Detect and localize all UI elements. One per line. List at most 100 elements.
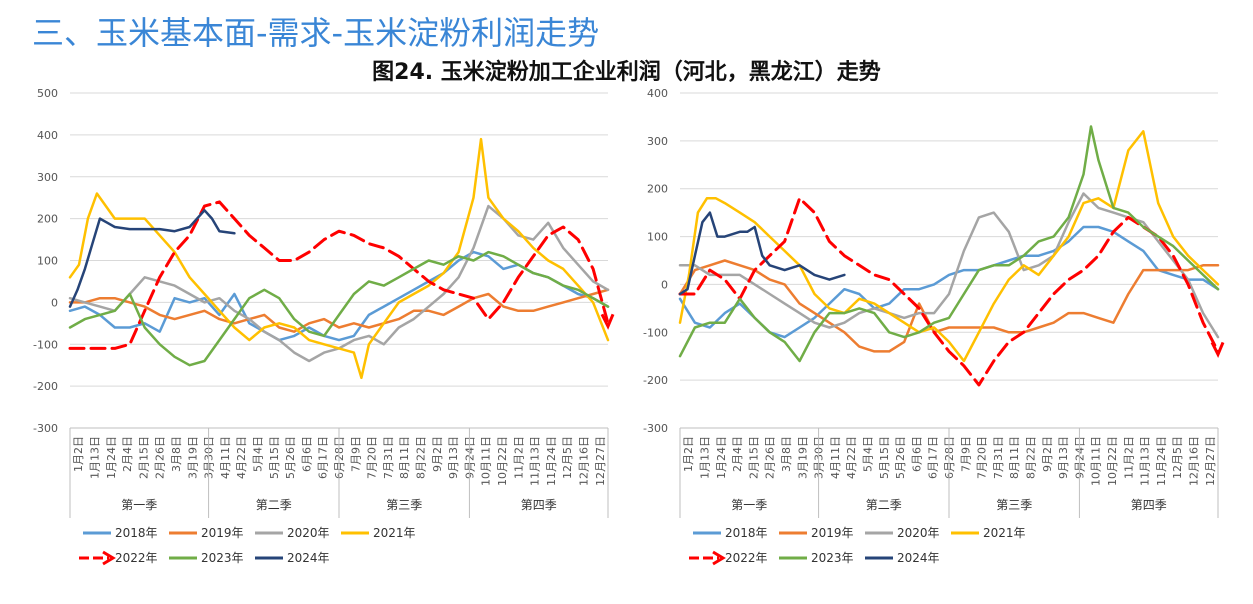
x-tick-label: 6月17日	[927, 436, 940, 479]
x-tick-label: 6月6日	[910, 436, 923, 472]
x-tick-label: 7月31日	[382, 436, 395, 479]
chart-hebei: 500 400 300 200 100 0 -100 -200 -300 1月2日 1月13日 1月2…	[33, 87, 615, 566]
x-tick-label: 5月26日	[284, 436, 297, 479]
x-tick-label: 1月13日	[88, 436, 101, 479]
x-tick-label: 9月13日	[1057, 436, 1070, 479]
x-tick-label: 3月8日	[170, 436, 183, 472]
legend-label: 2018年	[115, 526, 158, 540]
y-tick-label: 400	[37, 129, 58, 142]
x-tick-label: 3月8日	[780, 436, 793, 472]
x-tick-label: 12月5日	[561, 436, 574, 479]
x-tick-label: 7月20日	[366, 436, 379, 479]
x-tick-label: 9月13日	[447, 436, 460, 479]
slide-title: 三、玉米基本面-需求-玉米淀粉利润走势	[32, 14, 600, 52]
x-tick-label: 10月11日	[1090, 436, 1103, 486]
x-tick-label: 4月11日	[219, 436, 232, 479]
x-tick-label: 11月2日	[512, 436, 525, 479]
series-line-2021年	[68, 137, 610, 380]
x-tick-label: 1月2日	[72, 436, 85, 472]
quarter-label: 第四季	[521, 498, 557, 512]
x-tick-label: 1月24日	[715, 436, 728, 479]
x-tick-label: 12月27日	[594, 436, 607, 486]
series-line-2023年	[678, 125, 1220, 363]
series-line-2023年	[68, 250, 610, 367]
x-tick-label: 10月11日	[480, 436, 493, 486]
x-tick-label: 11月13日	[529, 436, 542, 486]
x-tick-label: 2月4日	[731, 436, 744, 472]
x-tick-label: 1月2日	[682, 436, 695, 472]
x-tick-label: 3月19日	[186, 436, 199, 479]
x-tick-label: 8月22日	[415, 436, 428, 479]
x-tick-label: 1月13日	[698, 436, 711, 479]
series-line-2021年	[678, 130, 1220, 363]
legend-label: 2021年	[373, 526, 416, 540]
quarter-label: 第二季	[866, 498, 902, 512]
x-tick-label: 4月11日	[829, 436, 842, 479]
y-tick-label: 300	[37, 171, 58, 184]
x-tick-label: 11月13日	[1139, 436, 1152, 486]
y-tick-label: 500	[37, 87, 58, 100]
series-line-2022年	[678, 196, 1220, 387]
series-line-2019年	[68, 288, 610, 333]
x-tick-label: 7月20日	[976, 436, 989, 479]
x-tick-label: 5月4日	[251, 436, 264, 472]
x-tick-label: 2月15日	[747, 436, 760, 479]
x-tick-label: 5月26日	[894, 436, 907, 479]
x-tick-label: 2月26日	[764, 436, 777, 479]
x-tick-label: 3月19日	[796, 436, 809, 479]
quarter-label: 第二季	[256, 498, 292, 512]
legend-label: 2023年	[201, 551, 244, 565]
x-tick-label: 5月15日	[268, 436, 281, 479]
x-tick-label: 12月5日	[1171, 436, 1184, 479]
x-tick-label: 8月11日	[398, 436, 411, 479]
series-line-2024年	[68, 209, 236, 308]
x-tick-label: 2月26日	[154, 436, 167, 479]
y-tick-label: 0	[51, 296, 58, 309]
x-tick-label: 2月15日	[137, 436, 150, 479]
series-line-2018年	[678, 225, 1220, 339]
legend-label: 2019年	[811, 526, 854, 540]
x-tick-label: 5月4日	[861, 436, 874, 472]
x-tick-label: 12月27日	[1204, 436, 1217, 486]
y-tick-label: 100	[37, 255, 58, 268]
legend-label: 2021年	[983, 526, 1026, 540]
x-tick-label: 12月16日	[1188, 436, 1201, 486]
legend-label: 2024年	[897, 551, 940, 565]
y-tick-label: -100	[33, 338, 58, 351]
legend-label: 2022年	[115, 551, 158, 565]
legend-label: 2018年	[725, 526, 768, 540]
y-tick-label: 400	[647, 87, 668, 100]
legend-label: 2024年	[287, 551, 330, 565]
quarter-label: 第一季	[121, 498, 157, 512]
x-tick-label: 10月22日	[496, 436, 509, 486]
arrow-head	[1210, 341, 1225, 359]
series-line-2019年	[678, 259, 1220, 353]
legend-arrow	[102, 550, 116, 566]
x-tick-label: 7月9日	[959, 436, 972, 472]
x-tick-label: 4月22日	[235, 436, 248, 479]
legend-label: 2022年	[725, 551, 768, 565]
x-tick-label: 7月9日	[349, 436, 362, 472]
y-tick-label: -300	[33, 422, 58, 435]
legend-label: 2020年	[287, 526, 330, 540]
x-tick-label: 4月22日	[845, 436, 858, 479]
y-tick-label: 100	[647, 231, 668, 244]
figure-title: 图24. 玉米淀粉加工企业利润（河北，黑龙江）走势	[372, 60, 881, 85]
x-tick-label: 11月24日	[1155, 436, 1168, 486]
x-tick-label: 8月11日	[1008, 436, 1021, 479]
x-tick-label: 11月2日	[1122, 436, 1135, 479]
y-tick-label: -200	[643, 374, 668, 387]
x-tick-label: 9月2日	[1041, 436, 1054, 472]
legend-label: 2023年	[811, 551, 854, 565]
x-tick-label: 9月2日	[431, 436, 444, 472]
legend-label: 2020年	[897, 526, 940, 540]
legend-arrow	[712, 550, 726, 566]
x-tick-label: 8月22日	[1025, 436, 1038, 479]
x-tick-label: 7月31日	[992, 436, 1005, 479]
quarter-label: 第一季	[731, 498, 767, 512]
y-tick-label: -100	[643, 326, 668, 339]
series-line-2022年	[68, 200, 610, 350]
arrow-head	[600, 313, 615, 330]
x-tick-label: 9月24日	[1073, 436, 1086, 479]
